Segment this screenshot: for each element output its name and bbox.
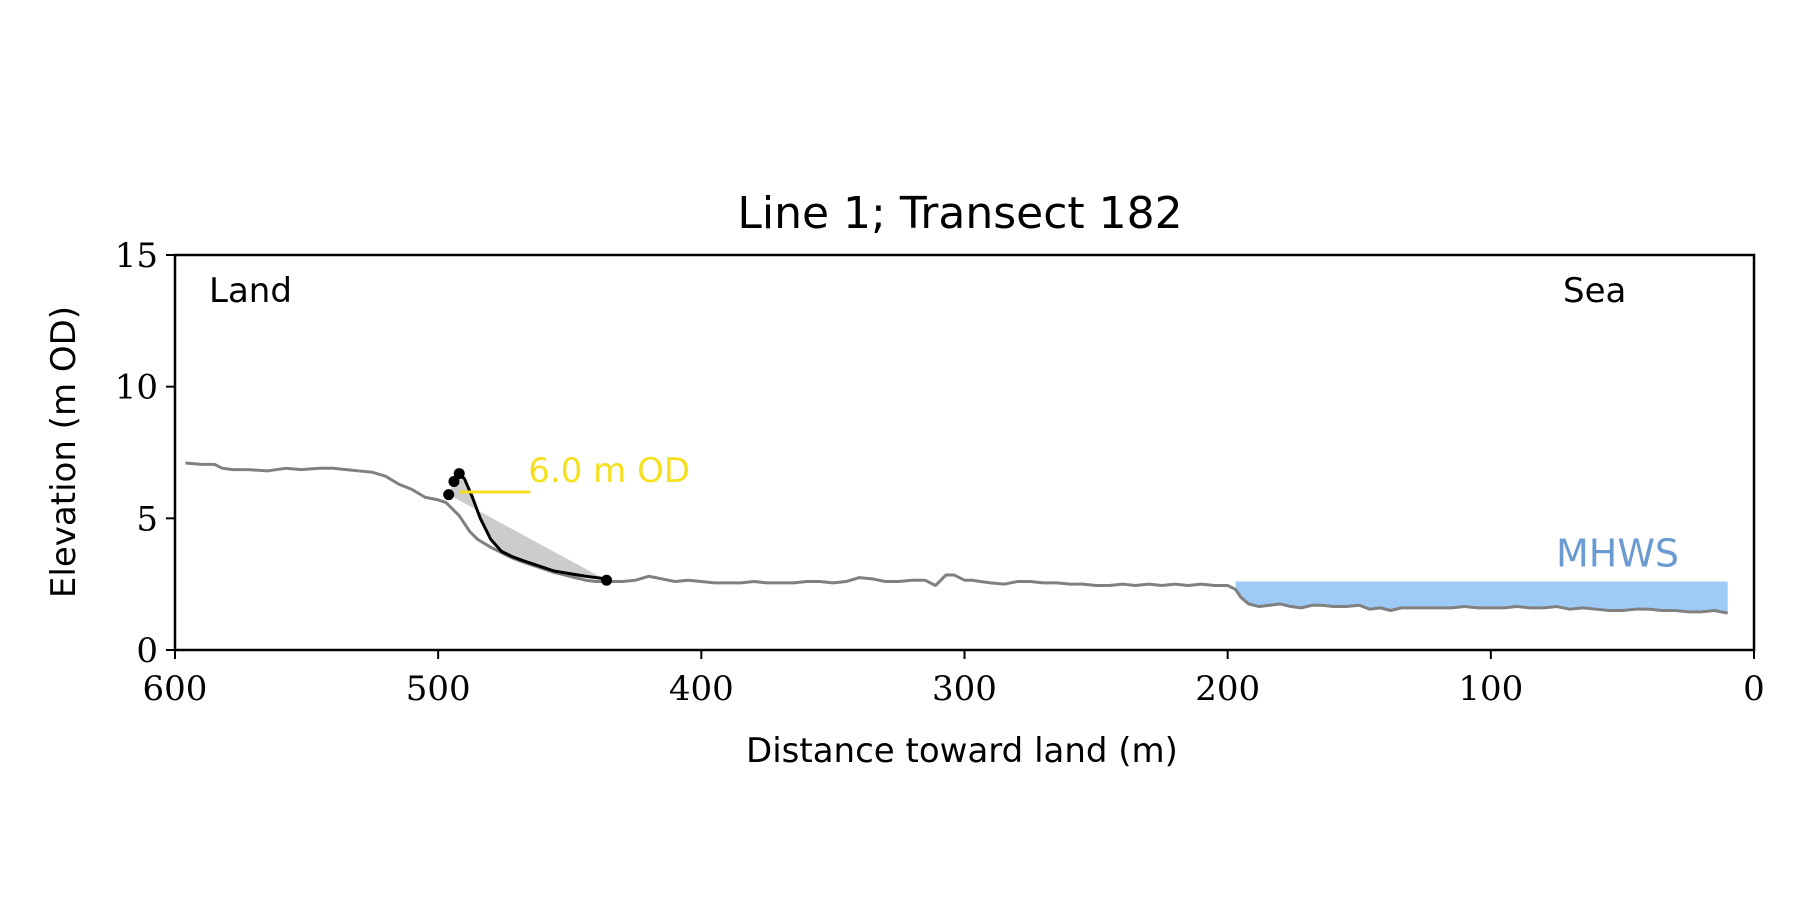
cliff-toe-point xyxy=(443,489,455,501)
x-tick-label: 100 xyxy=(1458,669,1523,709)
contour-label: 6.0 m OD xyxy=(528,451,690,491)
sea-label: Sea xyxy=(1563,271,1626,311)
x-axis-label: Distance toward land (m) xyxy=(746,731,1178,771)
ground-profile-line xyxy=(185,461,1728,615)
y-tick-label: 15 xyxy=(115,236,158,276)
y-axis-label: Elevation (m OD) xyxy=(44,306,84,598)
x-tick-label: 300 xyxy=(932,669,997,709)
land-label: Land xyxy=(209,271,292,311)
x-tick-label: 400 xyxy=(669,669,734,709)
plot-area xyxy=(185,461,1728,615)
chart-title: Line 1; Transect 182 xyxy=(737,188,1182,239)
mhws-label: MHWS xyxy=(1556,532,1679,576)
x-tick-label: 500 xyxy=(406,669,471,709)
x-tick-label: 200 xyxy=(1195,669,1260,709)
cliff-top-point xyxy=(453,468,465,480)
y-tick-label: 10 xyxy=(115,368,158,408)
cliff-base-point xyxy=(601,574,613,586)
cliff-shaded-area xyxy=(448,473,607,581)
y-tick-label: 5 xyxy=(136,499,158,539)
x-tick-label: 0 xyxy=(1743,669,1765,709)
cliff-profile-line xyxy=(452,472,607,581)
y-axis: 0 5 10 15 xyxy=(115,236,175,671)
cliff-mid-point xyxy=(448,475,460,487)
x-tick-label: 600 xyxy=(143,669,208,709)
y-tick-label: 0 xyxy=(136,631,158,671)
x-axis: 600 500 400 300 200 100 0 xyxy=(143,650,1765,709)
